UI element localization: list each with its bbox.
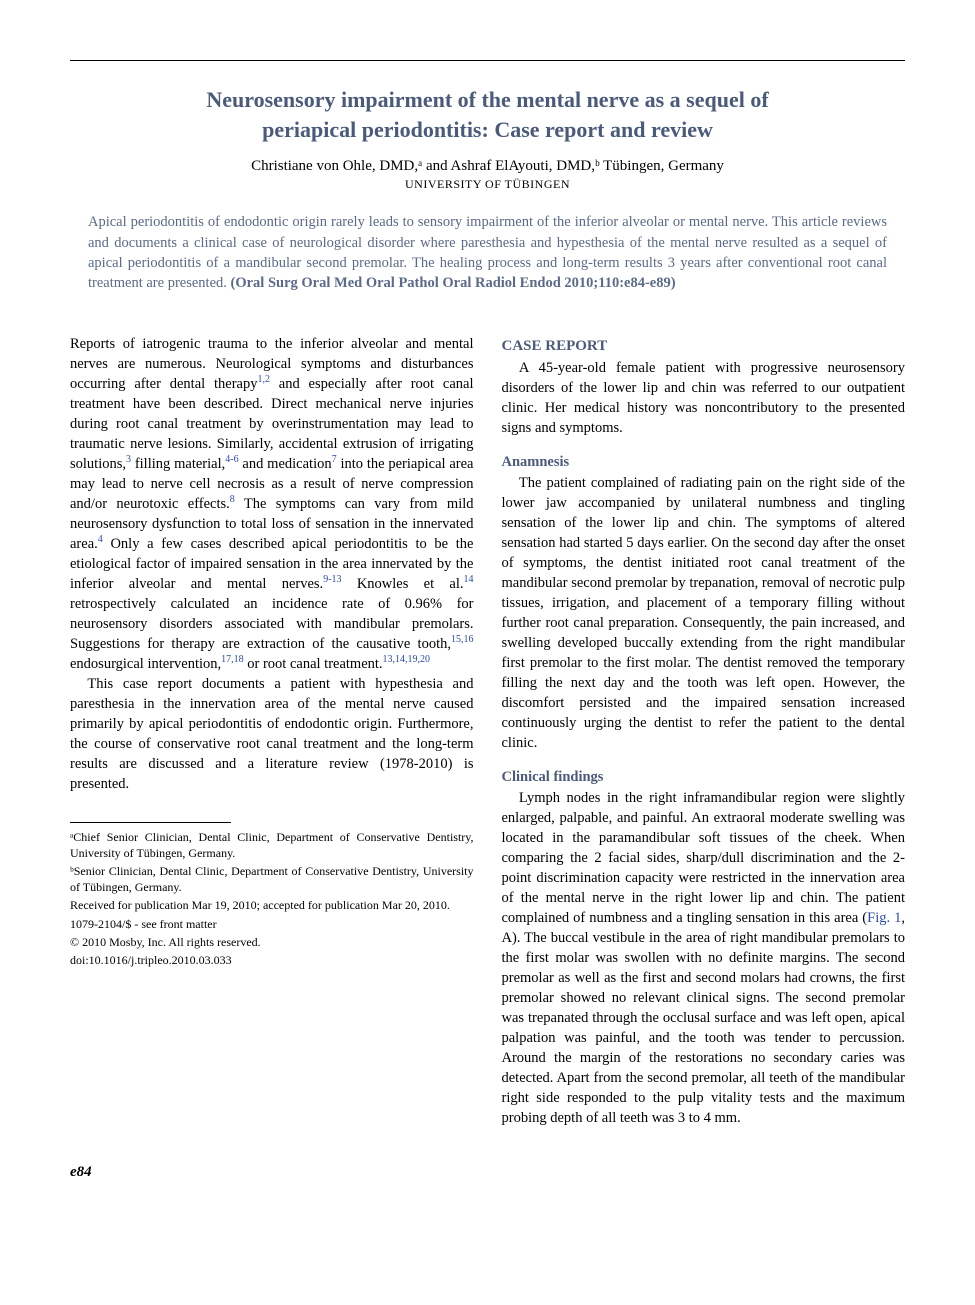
footnotes-rule	[70, 822, 231, 823]
clinical-text: Lymph nodes in the right inframandibular…	[502, 790, 906, 926]
intro-text: filling material,	[131, 456, 225, 472]
clinical-findings-heading: Clinical findings	[502, 767, 906, 787]
intro-paragraph-2: This case report documents a patient wit…	[70, 674, 474, 794]
intro-text: retrospectively calculated an incidence …	[70, 596, 474, 652]
case-report-heading: CASE REPORT	[502, 336, 906, 357]
clinical-text: , A). The buccal vestibule in the area o…	[502, 910, 906, 1126]
intro-text: Knowles et al.	[342, 576, 464, 592]
left-column: Reports of iatrogenic trauma to the infe…	[70, 334, 474, 1129]
two-column-layout: Reports of iatrogenic trauma to the infe…	[70, 334, 905, 1129]
citation-ref[interactable]: 1,2	[257, 374, 270, 385]
footnote-received: Received for publication Mar 19, 2010; a…	[70, 897, 474, 913]
citation-ref[interactable]: 14	[464, 574, 474, 585]
abstract-citation: (Oral Surg Oral Med Oral Pathol Oral Rad…	[231, 275, 676, 291]
authors: Christiane von Ohle, DMD,ᵃ and Ashraf El…	[70, 158, 905, 175]
right-column: CASE REPORT A 45-year-old female patient…	[502, 334, 906, 1129]
footnote-doi: doi:10.1016/j.tripleo.2010.03.033	[70, 952, 474, 968]
footnote-a: ᵃChief Senior Clinician, Dental Clinic, …	[70, 829, 474, 861]
anamnesis-paragraph: The patient complained of radiating pain…	[502, 473, 906, 753]
top-rule	[70, 60, 905, 61]
citation-ref[interactable]: 4-6	[225, 454, 238, 465]
intro-text: endosurgical intervention,	[70, 656, 221, 672]
abstract: Apical periodontitis of endodontic origi…	[88, 212, 887, 293]
page-number: e84	[70, 1164, 905, 1181]
anamnesis-heading: Anamnesis	[502, 452, 906, 472]
case-report-paragraph: A 45-year-old female patient with progre…	[502, 358, 906, 438]
intro-text: and medication	[239, 456, 332, 472]
citation-ref[interactable]: 9-13	[323, 574, 341, 585]
title-line-2: periapical periodontitis: Case report an…	[262, 117, 713, 142]
footnotes: ᵃChief Senior Clinician, Dental Clinic, …	[70, 829, 474, 969]
clinical-findings-paragraph: Lymph nodes in the right inframandibular…	[502, 788, 906, 1128]
article-title: Neurosensory impairment of the mental ne…	[70, 85, 905, 144]
footnote-issn: 1079-2104/$ - see front matter	[70, 916, 474, 932]
intro-paragraph-1: Reports of iatrogenic trauma to the infe…	[70, 334, 474, 674]
intro-text: or root canal treatment.	[244, 656, 383, 672]
footnote-copyright: © 2010 Mosby, Inc. All rights reserved.	[70, 934, 474, 950]
title-line-1: Neurosensory impairment of the mental ne…	[206, 87, 768, 112]
footnote-b: ᵇSenior Clinician, Dental Clinic, Depart…	[70, 863, 474, 895]
citation-ref[interactable]: 13,14,19,20	[383, 654, 431, 665]
citation-ref[interactable]: 17,18	[221, 654, 244, 665]
citation-ref[interactable]: 15,16	[451, 634, 474, 645]
figure-ref[interactable]: Fig. 1	[867, 910, 901, 926]
affiliation: UNIVERSITY OF TÜBINGEN	[70, 177, 905, 192]
